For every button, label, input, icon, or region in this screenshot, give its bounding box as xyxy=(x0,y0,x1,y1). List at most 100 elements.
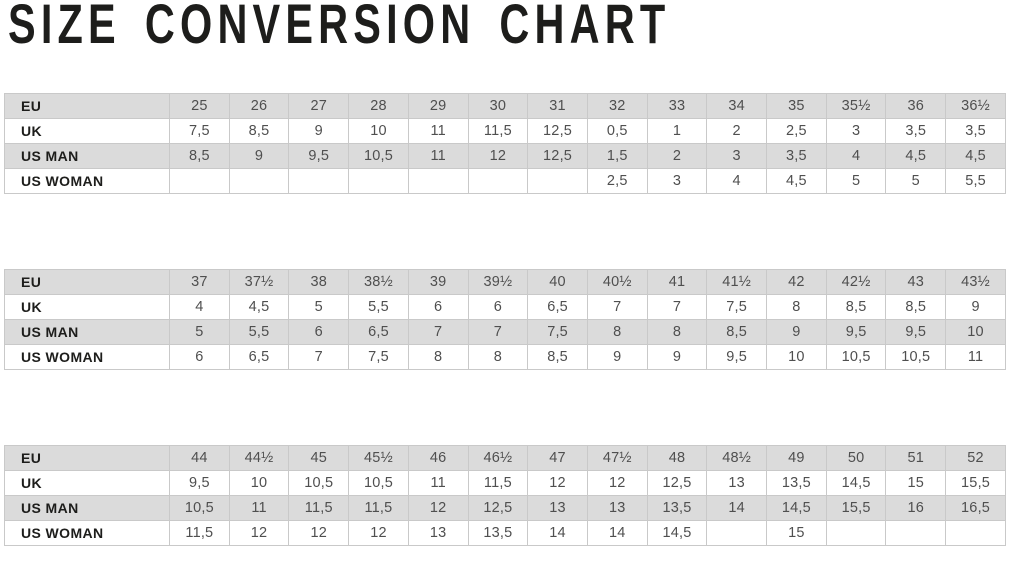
size-cell: 9 xyxy=(945,294,1006,320)
size-cell: 16 xyxy=(885,495,947,521)
size-cell xyxy=(527,168,588,194)
size-cell: 5 xyxy=(885,168,947,194)
size-cell: 7 xyxy=(646,294,708,320)
size-cell: 9,5 xyxy=(706,344,768,370)
size-cell: 8 xyxy=(586,319,648,345)
size-cell: 11,5 xyxy=(169,520,230,546)
size-cell: 11 xyxy=(407,118,469,144)
size-cell: 39 xyxy=(407,269,469,295)
size-cell: 32 xyxy=(586,93,648,119)
size-cell: 13 xyxy=(706,470,768,496)
size-cell: 9 xyxy=(228,143,290,169)
size-cell: 7 xyxy=(467,319,529,345)
size-cell: 36½ xyxy=(945,93,1006,119)
size-cell: 14,5 xyxy=(766,495,827,521)
size-cell: 37 xyxy=(169,269,230,295)
size-cell: 35 xyxy=(766,93,827,119)
size-cell xyxy=(885,520,947,546)
size-cell: 10 xyxy=(348,118,409,144)
size-cell: 4,5 xyxy=(228,294,290,320)
size-cell: 12,5 xyxy=(467,495,529,521)
size-cell: 10,5 xyxy=(348,143,409,169)
size-cell: 26 xyxy=(228,93,290,119)
row-label-us-man: US MAN xyxy=(4,495,170,521)
size-cell: 34 xyxy=(706,93,768,119)
size-cell: 12,5 xyxy=(646,470,708,496)
size-cell: 3 xyxy=(646,168,708,194)
size-cell: 33 xyxy=(646,93,708,119)
table-row: UK 9,5 10 10,5 10,5 11 11,5 12 12 12,5 13 13,5 14,5 1… xyxy=(4,470,1006,496)
size-cell: 4,5 xyxy=(885,143,947,169)
size-cell: 7,5 xyxy=(348,344,409,370)
size-cell: 13,5 xyxy=(766,470,827,496)
row-label-uk: UK xyxy=(4,118,170,144)
size-cell xyxy=(467,168,529,194)
size-cell: 11 xyxy=(228,495,290,521)
size-cell: 9 xyxy=(586,344,648,370)
size-cell: 40½ xyxy=(586,269,648,295)
size-cell: 10,5 xyxy=(348,470,409,496)
size-cell xyxy=(706,520,768,546)
size-cell: 12 xyxy=(348,520,409,546)
size-cell: 30 xyxy=(467,93,529,119)
size-cell: 12 xyxy=(586,470,648,496)
table-row: US MAN 10,5 11 11,5 11,5 12 12,5 13 13 13,5 14 14,5… xyxy=(4,495,1006,521)
row-label-us-woman: US WOMAN xyxy=(4,344,170,370)
size-cell: 37½ xyxy=(228,269,290,295)
size-cell: 11 xyxy=(945,344,1006,370)
size-cell: 4 xyxy=(825,143,887,169)
size-cell: 46½ xyxy=(467,445,529,471)
size-cell: 10,5 xyxy=(825,344,887,370)
size-cell: 12,5 xyxy=(527,118,588,144)
size-cell: 15 xyxy=(885,470,947,496)
size-cell: 5 xyxy=(825,168,887,194)
size-cell: 8,5 xyxy=(228,118,290,144)
size-cell: 14 xyxy=(706,495,768,521)
size-cell: 7,5 xyxy=(706,294,768,320)
size-table-25-36: EU 25 26 27 28 29 30 31 32 33 34 35 35½ 36 36½ UK 7,5 8,5… xyxy=(4,93,1006,194)
size-cell: 6,5 xyxy=(228,344,290,370)
table-row: US MAN 8,5 9 9,5 10,5 11 12 12,5 1,5 2 3 3,5 4 4,5 4,5 xyxy=(4,143,1006,169)
size-table-44-52: EU 44 44½ 45 45½ 46 46½ 47 47½ 48 48½ 49 50 51 52 UK 9,5… xyxy=(4,445,1006,546)
size-cell: 9,5 xyxy=(288,143,350,169)
size-cell: 11 xyxy=(407,470,469,496)
size-cell: 31 xyxy=(527,93,588,119)
size-cell: 35½ xyxy=(825,93,887,119)
size-cell: 11 xyxy=(407,143,469,169)
size-cell: 15 xyxy=(766,520,827,546)
size-cell: 14 xyxy=(586,520,648,546)
size-cell: 5,5 xyxy=(348,294,409,320)
size-cell: 45½ xyxy=(348,445,409,471)
size-cell: 6 xyxy=(407,294,469,320)
size-cell: 13 xyxy=(407,520,469,546)
size-cell: 14,5 xyxy=(825,470,887,496)
row-label-eu: EU xyxy=(4,93,170,119)
size-cell: 10,5 xyxy=(169,495,230,521)
row-label-us-man: US MAN xyxy=(4,319,170,345)
size-cell: 10,5 xyxy=(288,470,350,496)
size-cell: 25 xyxy=(169,93,230,119)
size-cell xyxy=(288,168,350,194)
table-row: US WOMAN 11,5 12 12 12 13 13,5 14 14 14,5 15 xyxy=(4,520,1006,546)
size-cell: 6,5 xyxy=(348,319,409,345)
size-cell: 38½ xyxy=(348,269,409,295)
table-row: UK 4 4,5 5 5,5 6 6 6,5 7 7 7,5 8 8,5 8,5 9 xyxy=(4,294,1006,320)
size-cell: 12 xyxy=(407,495,469,521)
table-row: US MAN 5 5,5 6 6,5 7 7 7,5 8 8 8,5 9 9,5 9,5 10 xyxy=(4,319,1006,345)
size-cell: 8,5 xyxy=(885,294,947,320)
size-cell: 9 xyxy=(288,118,350,144)
row-label-uk: UK xyxy=(4,470,170,496)
size-cell: 27 xyxy=(288,93,350,119)
size-cell: 36 xyxy=(885,93,947,119)
size-cell: 14,5 xyxy=(646,520,708,546)
size-cell: 45 xyxy=(288,445,350,471)
size-cell xyxy=(407,168,469,194)
size-cell: 2 xyxy=(706,118,768,144)
size-cell xyxy=(228,168,290,194)
size-cell: 8 xyxy=(766,294,827,320)
size-cell: 11,5 xyxy=(467,118,529,144)
size-cell: 4,5 xyxy=(766,168,827,194)
size-cell: 12,5 xyxy=(527,143,588,169)
size-cell: 13 xyxy=(527,495,588,521)
size-cell: 49 xyxy=(766,445,827,471)
